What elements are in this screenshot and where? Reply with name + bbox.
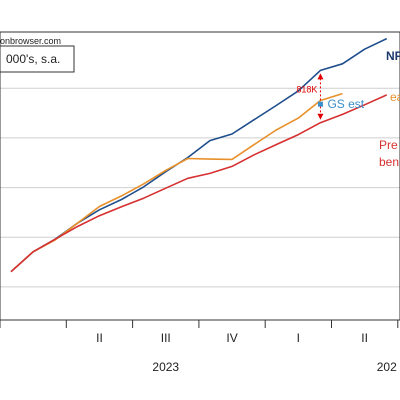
source-label: onbrowser.com — [0, 36, 61, 46]
year-label-2023: 2023 — [152, 360, 179, 374]
series-line-pre — [10, 94, 388, 273]
year-label-next: 202 — [377, 360, 397, 374]
units-legend-box: 000's, s.a. — [0, 45, 75, 73]
gap-arrow-down — [317, 113, 324, 120]
series-label-nf: NF — [386, 49, 400, 63]
series-label-pre: Pre — [379, 138, 398, 152]
gs-est-label: GS est — [327, 97, 364, 111]
series-label-ben: ben — [379, 155, 399, 169]
x-tick-label-1: III — [161, 331, 171, 345]
gs-est-marker — [317, 101, 323, 107]
x-tick-label-3: I — [297, 331, 300, 345]
series-lines — [10, 37, 388, 273]
plot-frame — [0, 31, 400, 321]
series-line-early — [10, 92, 343, 273]
x-tick-label-4: II — [361, 331, 368, 345]
annotations: 818K GS est — [296, 73, 365, 120]
gridlines — [0, 87, 400, 288]
gap-arrow-up — [317, 73, 324, 80]
gap-label: 818K — [296, 84, 317, 94]
series-label-early: early — [390, 90, 400, 104]
x-tick-label-0: II — [96, 331, 103, 345]
units-box-frame — [0, 45, 75, 73]
x-tick-label-2: IV — [226, 331, 237, 345]
units-box-text: 000's, s.a. — [6, 52, 60, 66]
